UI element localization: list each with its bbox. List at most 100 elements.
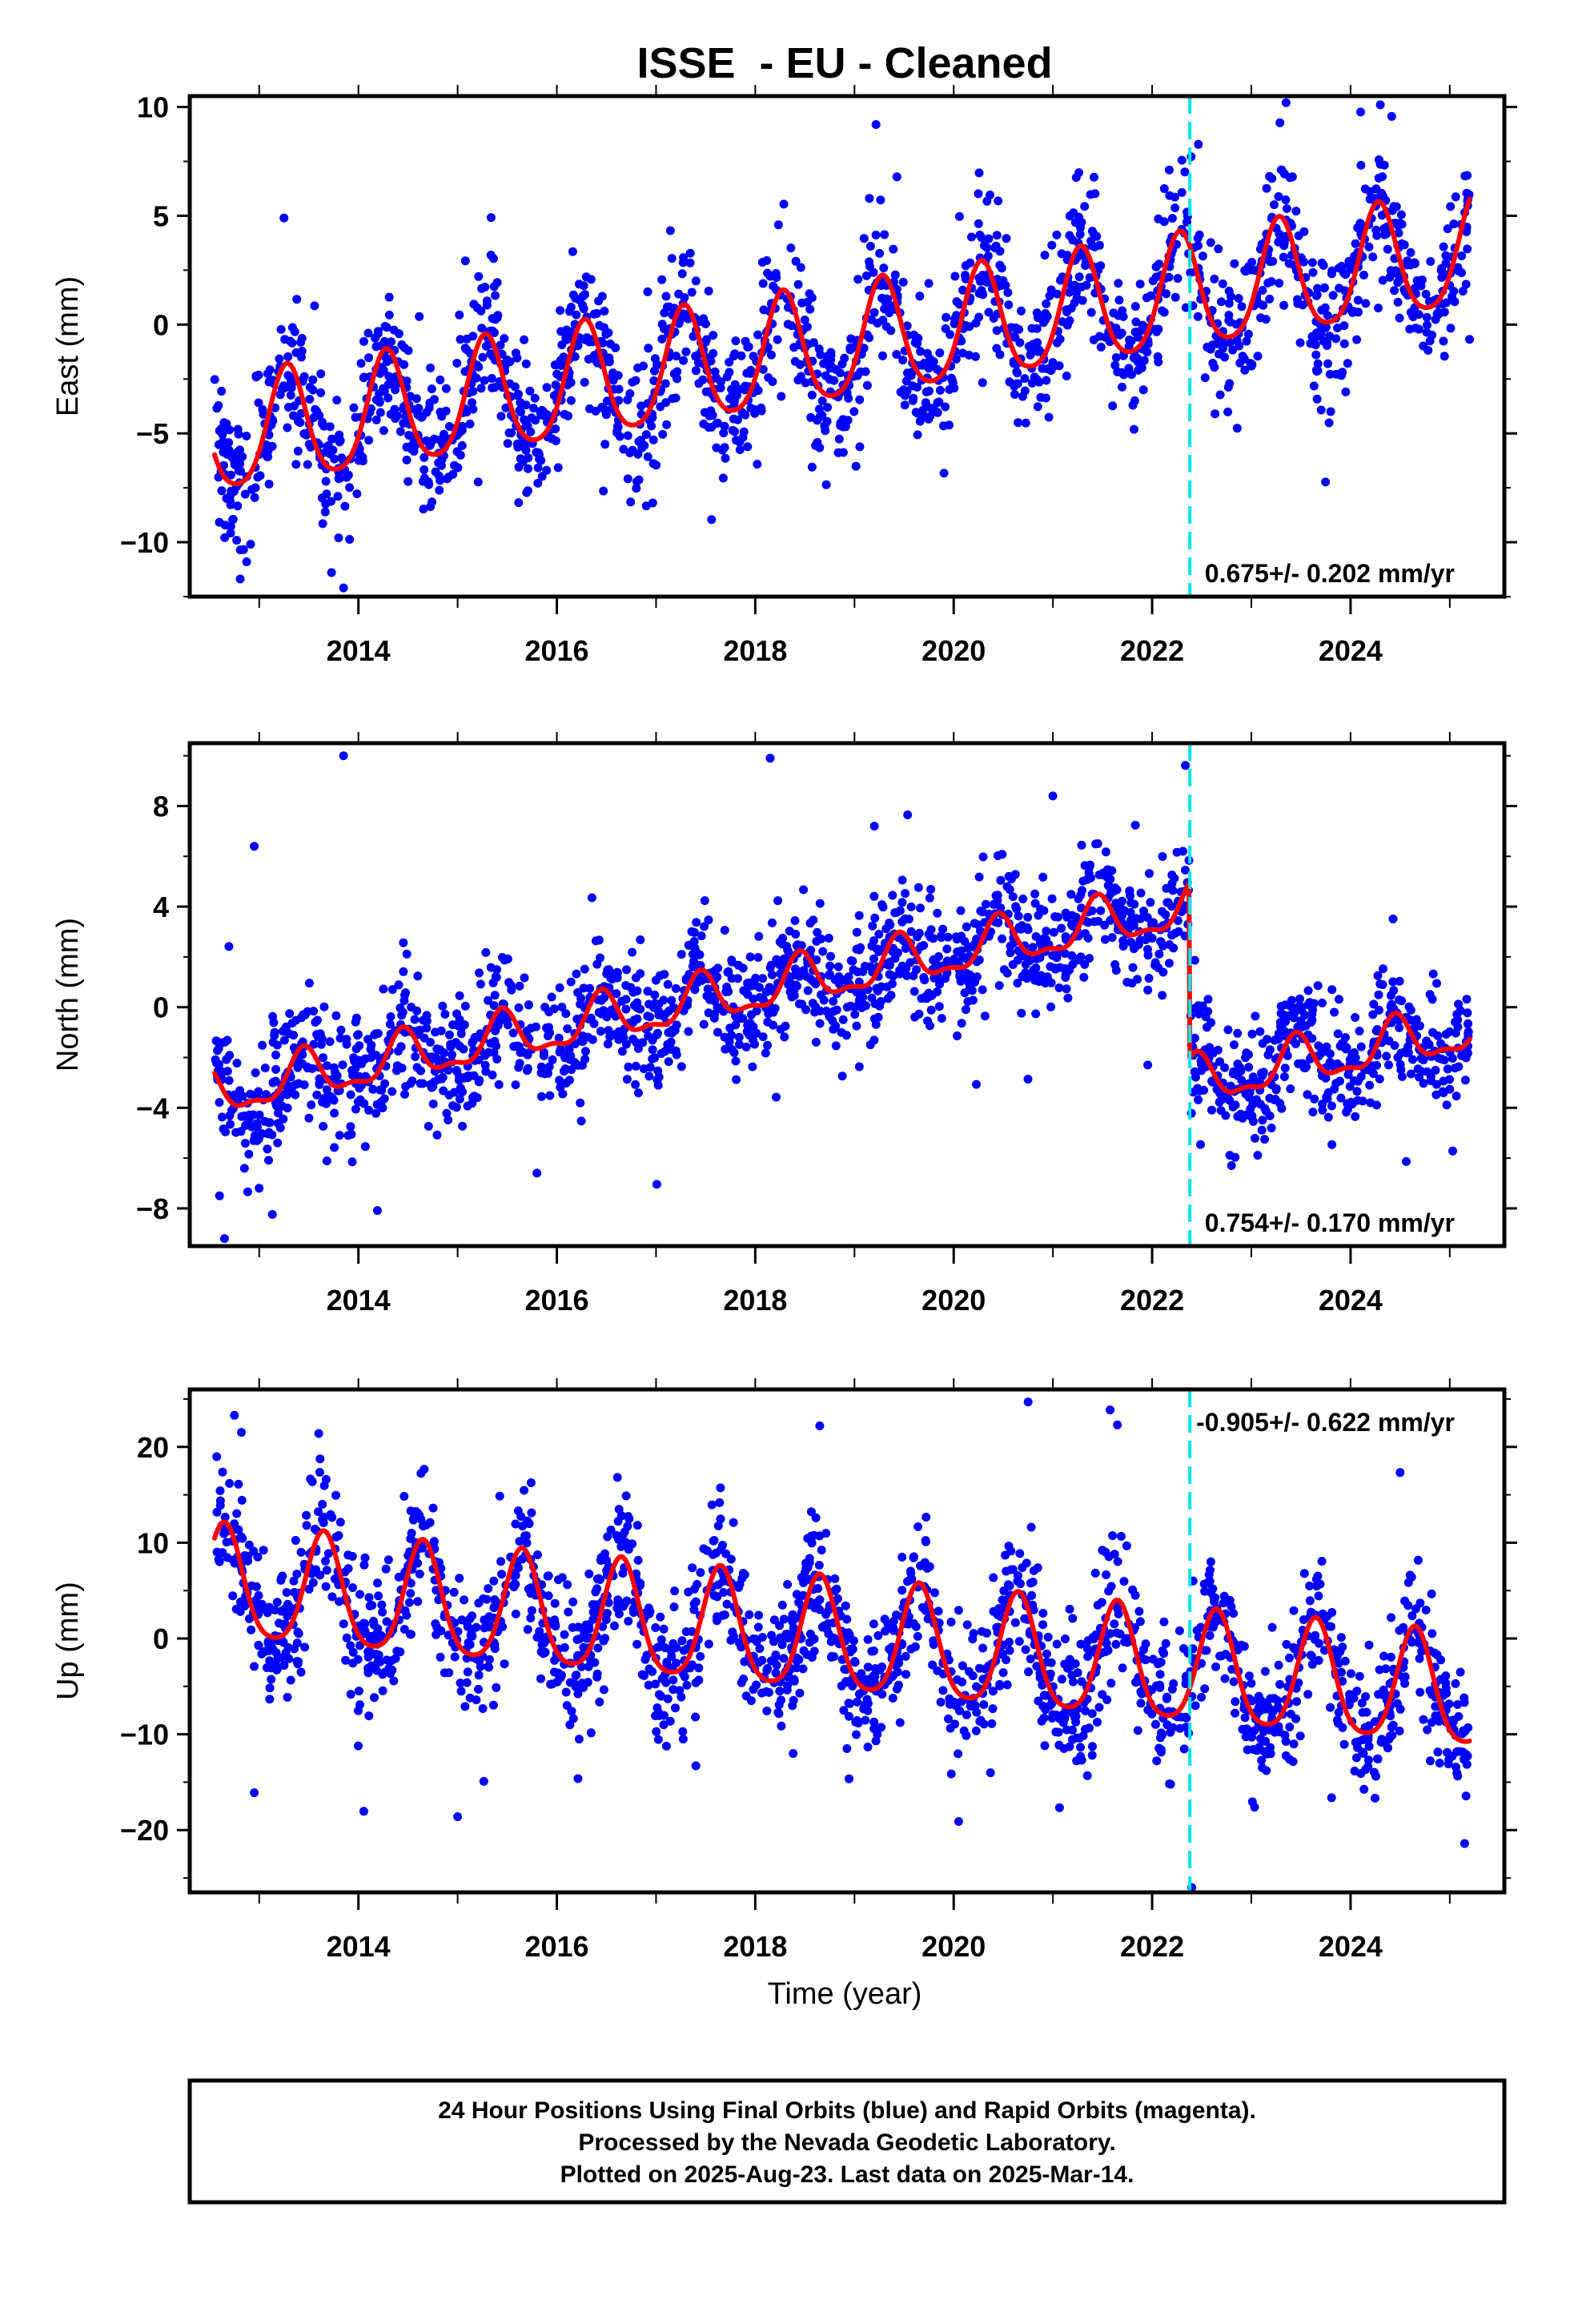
data-point	[1395, 976, 1404, 986]
data-point	[1200, 1586, 1210, 1596]
data-point	[1366, 1098, 1375, 1108]
data-point	[1406, 308, 1415, 317]
data-point	[1170, 292, 1180, 302]
data-point	[727, 974, 737, 983]
data-point	[901, 963, 911, 973]
data-point	[1224, 299, 1234, 308]
data-point	[992, 326, 1002, 336]
data-point	[1416, 281, 1426, 291]
data-point	[1111, 353, 1121, 362]
data-point	[1065, 231, 1074, 240]
data-point	[1382, 1051, 1391, 1061]
data-point	[436, 476, 444, 485]
data-point	[1159, 1617, 1169, 1626]
data-point	[632, 476, 641, 486]
data-point	[815, 899, 825, 908]
y-tick-label: −8	[136, 1192, 169, 1225]
data-point	[1322, 1092, 1331, 1102]
data-point	[1034, 313, 1042, 323]
data-point	[957, 946, 966, 955]
data-point	[1319, 336, 1328, 346]
data-point	[555, 1076, 564, 1085]
data-point	[265, 1683, 275, 1693]
data-point	[1131, 317, 1141, 327]
data-point	[896, 388, 905, 397]
data-point	[589, 309, 599, 319]
data-point	[416, 1079, 425, 1088]
data-point	[806, 1507, 816, 1517]
data-point	[944, 1714, 953, 1723]
data-point	[704, 423, 713, 432]
data-point	[1359, 271, 1368, 279]
data-point	[971, 318, 981, 328]
data-point	[296, 1667, 306, 1677]
data-point	[1005, 1581, 1014, 1590]
data-point	[998, 275, 1008, 285]
data-point	[762, 987, 771, 997]
data-point	[1065, 1655, 1074, 1664]
data-point	[1231, 1100, 1240, 1110]
data-point	[1214, 349, 1223, 359]
data-point	[680, 293, 689, 302]
data-point	[1414, 324, 1423, 334]
data-point	[1391, 202, 1401, 211]
data-point	[1275, 1679, 1285, 1689]
data-point	[731, 336, 741, 346]
data-point	[310, 301, 319, 311]
data-point	[787, 321, 797, 331]
data-point	[1027, 378, 1037, 388]
data-point	[809, 977, 818, 987]
data-point	[303, 1007, 312, 1016]
data-point	[1107, 933, 1117, 943]
data-point	[758, 279, 768, 288]
data-point	[1207, 1105, 1216, 1115]
data-point	[927, 359, 937, 368]
data-point	[404, 1598, 414, 1607]
data-point	[685, 248, 695, 258]
data-point	[1102, 1695, 1112, 1704]
data-point	[885, 960, 894, 970]
data-point	[1104, 1552, 1114, 1562]
data-point	[811, 1002, 820, 1011]
data-point	[355, 1041, 364, 1051]
data-point	[1260, 1667, 1270, 1676]
data-point	[1197, 1003, 1207, 1013]
data-point	[614, 1035, 624, 1044]
data-point	[415, 312, 424, 321]
data-point	[556, 306, 565, 316]
data-point	[1217, 1091, 1227, 1100]
data-point	[1451, 1679, 1460, 1688]
data-point	[478, 1704, 488, 1713]
data-point	[1196, 1140, 1205, 1149]
data-point	[1339, 321, 1349, 331]
data-point	[1214, 244, 1223, 254]
data-point	[551, 424, 560, 433]
data-point	[524, 464, 533, 473]
data-point	[1351, 1013, 1360, 1022]
data-point	[799, 885, 809, 895]
data-point	[740, 1657, 749, 1667]
data-point	[354, 1706, 363, 1715]
y-tick-label: −5	[136, 417, 169, 450]
data-point	[988, 1687, 998, 1696]
data-point	[315, 1454, 325, 1464]
data-point	[845, 1699, 855, 1708]
data-point	[400, 343, 409, 352]
data-point	[442, 1108, 452, 1118]
data-point	[468, 404, 478, 414]
data-point	[1343, 359, 1352, 368]
data-point	[1031, 932, 1041, 941]
data-point	[448, 1101, 458, 1111]
data-point	[1448, 1146, 1457, 1156]
data-point	[456, 1023, 466, 1033]
data-point	[1335, 995, 1343, 1004]
data-point	[1458, 287, 1468, 296]
data-point	[228, 1591, 238, 1601]
data-point	[504, 428, 514, 437]
data-point	[1130, 396, 1139, 405]
data-point	[286, 391, 295, 400]
data-point	[743, 442, 753, 452]
data-point	[374, 1591, 383, 1601]
data-point	[1065, 287, 1074, 297]
data-point	[440, 1048, 448, 1058]
